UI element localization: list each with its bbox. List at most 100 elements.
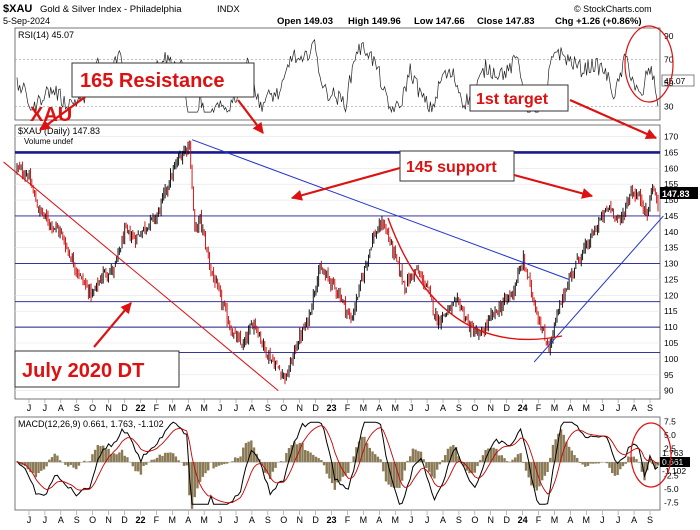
macd-histogram-bar (201, 462, 205, 477)
macd-histogram-bar (285, 453, 288, 463)
macd-histogram-bar (511, 459, 514, 463)
macd-histogram-bar (53, 453, 56, 463)
macd-histogram-bar (387, 462, 390, 485)
target-text: 1st target (476, 91, 549, 108)
macd-histogram-bar (18, 462, 21, 465)
price-x-label: S (647, 403, 653, 413)
macd-histogram-bar (31, 462, 35, 473)
high-value: High 149.96 (348, 16, 401, 27)
exchange: INDX (217, 4, 240, 15)
macd-histogram-bar (40, 462, 43, 471)
low-value: Low 147.66 (414, 16, 465, 27)
macd-histogram-bar (624, 462, 627, 464)
macd-histogram-bar (414, 449, 417, 463)
macd-histogram-bar (586, 462, 590, 466)
price-x-label: N (488, 403, 495, 413)
macd-histogram-bar (527, 462, 530, 478)
price-x-label: O (280, 403, 287, 413)
macd-histogram-bar (314, 456, 318, 463)
macd-x-label: O (89, 515, 96, 525)
macd-histogram-bar (409, 456, 412, 463)
macd-histogram-bar (239, 456, 242, 463)
price-x-label: M (200, 403, 208, 413)
macd-histogram-bar (538, 462, 541, 487)
close-value: Close 147.83 (477, 16, 535, 27)
price-x-label: S (265, 403, 271, 413)
price-x-label: A (185, 403, 191, 413)
price-x-axis: J J A S O N D 22 F M A M J J A S O N D 23 F M A M J J A S O N D 24 F M A M J… (27, 399, 653, 413)
price-x-label: S (456, 403, 462, 413)
macd-histogram-bar (619, 462, 622, 470)
macd-histogram-bar (215, 462, 218, 467)
macd-histogram-bar (611, 462, 614, 474)
macd-x-label: J (409, 515, 414, 525)
macd-histogram-bar (637, 462, 641, 463)
macd-histogram-bar (158, 454, 161, 463)
price-x-label: J (218, 403, 223, 413)
macd-x-label: A (185, 515, 191, 525)
price-tick-label: 120 (664, 290, 678, 300)
macd-histogram-bar (454, 446, 458, 463)
macd-histogram-bar (589, 462, 592, 464)
macd-histogram-bar (605, 462, 609, 464)
macd-histogram-bar (570, 450, 574, 463)
macd-x-label: A (567, 515, 573, 525)
macd-histogram-bar (457, 456, 460, 463)
date: 5-Sep-2024 (3, 16, 50, 26)
price-x-label: M (391, 403, 399, 413)
macd-histogram-bar (309, 452, 312, 463)
macd-histogram-bar (242, 447, 245, 463)
macd-histogram-bar (34, 462, 38, 478)
price-x-label: O (471, 403, 478, 413)
macd-histogram-bar (411, 448, 415, 463)
macd-histogram-bar (295, 444, 299, 463)
macd-histogram-bar (145, 462, 148, 465)
arrow-support-right (513, 173, 594, 199)
price-x-label: A (58, 403, 64, 413)
price-x-label: D (312, 403, 319, 413)
macd-histogram-bar (163, 452, 167, 463)
macd-histogram-bar (293, 441, 296, 463)
macd-histogram-bar (384, 462, 388, 482)
macd-x-label: D (312, 515, 319, 525)
macd-histogram-bar (524, 462, 528, 471)
macd-histogram-bar (330, 462, 334, 484)
macd-series (15, 421, 660, 509)
price-last-label: 147.83 (662, 189, 690, 199)
macd-histogram-bar (231, 461, 234, 463)
macd-histogram-bar (452, 444, 455, 463)
macd-x-label: O (280, 515, 287, 525)
price-x-label: J (27, 403, 32, 413)
macd-histogram-bar (252, 447, 256, 463)
macd-tick-label: -7.5 (664, 498, 679, 508)
index-name: Gold & Silver Index - Philadelphia (40, 4, 182, 15)
macd-line (16, 421, 659, 505)
macd-histogram-bar (546, 462, 549, 472)
macd-histogram-bar (535, 462, 539, 491)
macd-histogram-bar (446, 448, 450, 463)
macd-x-label: J (218, 515, 223, 525)
macd-last-signal: 1.763 (662, 448, 684, 458)
macd-x-label: S (456, 515, 462, 525)
macd-histogram-bar (72, 462, 75, 468)
price-x-label: A (567, 403, 573, 413)
macd-histogram-bar (487, 448, 490, 463)
macd-histogram-bar (185, 462, 188, 466)
macd-histogram-bar (640, 462, 644, 472)
price-tick-label: 110 (664, 322, 678, 332)
macd-histogram-bar (236, 458, 240, 463)
symbol: $XAU (3, 3, 32, 15)
macd-histogram-bar (83, 460, 86, 463)
macd-x-label: J (43, 515, 48, 525)
macd-x-label: M (391, 515, 399, 525)
macd-histogram-bar (172, 453, 175, 463)
macd-histogram-bar (217, 462, 221, 466)
macd-histogram-bar (497, 455, 501, 463)
macd-histogram-bar (554, 439, 557, 463)
macd-last-macd: 0.661 (662, 457, 684, 467)
resistance-callout (71, 62, 255, 98)
macd-x-label: S (647, 515, 653, 525)
macd-histogram-bar (576, 457, 579, 463)
macd-histogram-bar (476, 462, 479, 467)
macd-histogram-bar (519, 453, 522, 463)
